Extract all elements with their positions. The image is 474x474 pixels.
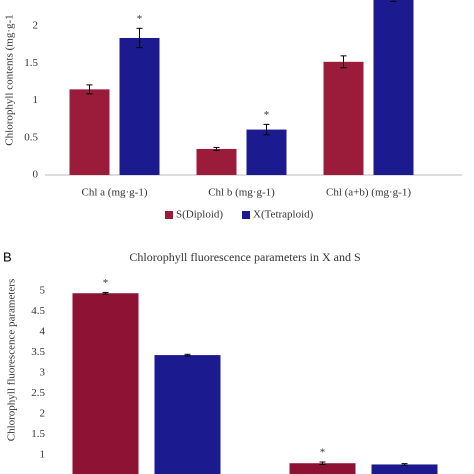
y-tick-label: 2.5 — [31, 387, 45, 399]
legend-swatch — [165, 211, 173, 219]
bar — [289, 463, 356, 474]
legend-swatch — [242, 211, 250, 219]
error-bar — [86, 84, 93, 95]
significance-mark: * — [103, 277, 109, 289]
error-bar — [213, 146, 220, 151]
bar — [371, 464, 438, 474]
y-tick-label: 1 — [33, 94, 39, 106]
y-tick-label: 3 — [40, 367, 46, 379]
panel-label: B — [3, 249, 12, 264]
error-bar — [102, 291, 109, 295]
error-bar — [136, 27, 143, 49]
y-tick-label: 2 — [33, 20, 39, 32]
bar — [196, 148, 237, 175]
bar — [246, 129, 287, 175]
significance-mark: * — [137, 13, 143, 25]
error-bar — [263, 123, 270, 136]
x-tick-label: Chl (a+b) (mg·g-1) — [326, 187, 411, 199]
y-tick-label: 4 — [40, 326, 46, 338]
chart-title: Chlorophyll fluorescence parameters in X… — [129, 250, 360, 264]
bar — [69, 89, 110, 175]
x-tick-label: Chl b (mg·g-1) — [208, 187, 275, 199]
error-bar — [319, 461, 326, 465]
y-axis-label: Chlorophyll contents (mg·g-1 — [4, 14, 16, 145]
bar — [154, 355, 221, 474]
y-tick-label: 0.5 — [24, 131, 38, 143]
significance-mark: * — [264, 109, 270, 121]
x-tick-label: Chl a (mg·g-1) — [82, 187, 148, 199]
y-tick-label: 0 — [33, 169, 39, 181]
y-tick-label: 1 — [40, 449, 46, 461]
y-axis-label: Chlorophyll fluorescence parameters — [6, 279, 18, 442]
error-bar — [401, 463, 408, 466]
error-bar — [184, 353, 191, 357]
y-tick-label: 5 — [40, 285, 46, 297]
y-tick-label: 1.5 — [31, 428, 45, 440]
error-bar — [340, 55, 347, 69]
plot-area — [69, 0, 414, 175]
bar — [119, 37, 160, 175]
legend-label: X(Tetraploid) — [253, 209, 314, 221]
legend-label: S(Diploid) — [176, 209, 223, 221]
y-tick-label: 4.5 — [31, 305, 45, 317]
plot-area — [72, 291, 438, 474]
significance-mark: * — [320, 447, 326, 459]
bar — [373, 0, 414, 175]
y-tick-label: 1.5 — [24, 57, 38, 69]
y-tick-label: 3.5 — [31, 346, 45, 358]
bar — [72, 293, 139, 474]
bar — [323, 61, 364, 175]
error-bar — [390, 0, 397, 2]
y-tick-label: 2 — [40, 408, 46, 420]
